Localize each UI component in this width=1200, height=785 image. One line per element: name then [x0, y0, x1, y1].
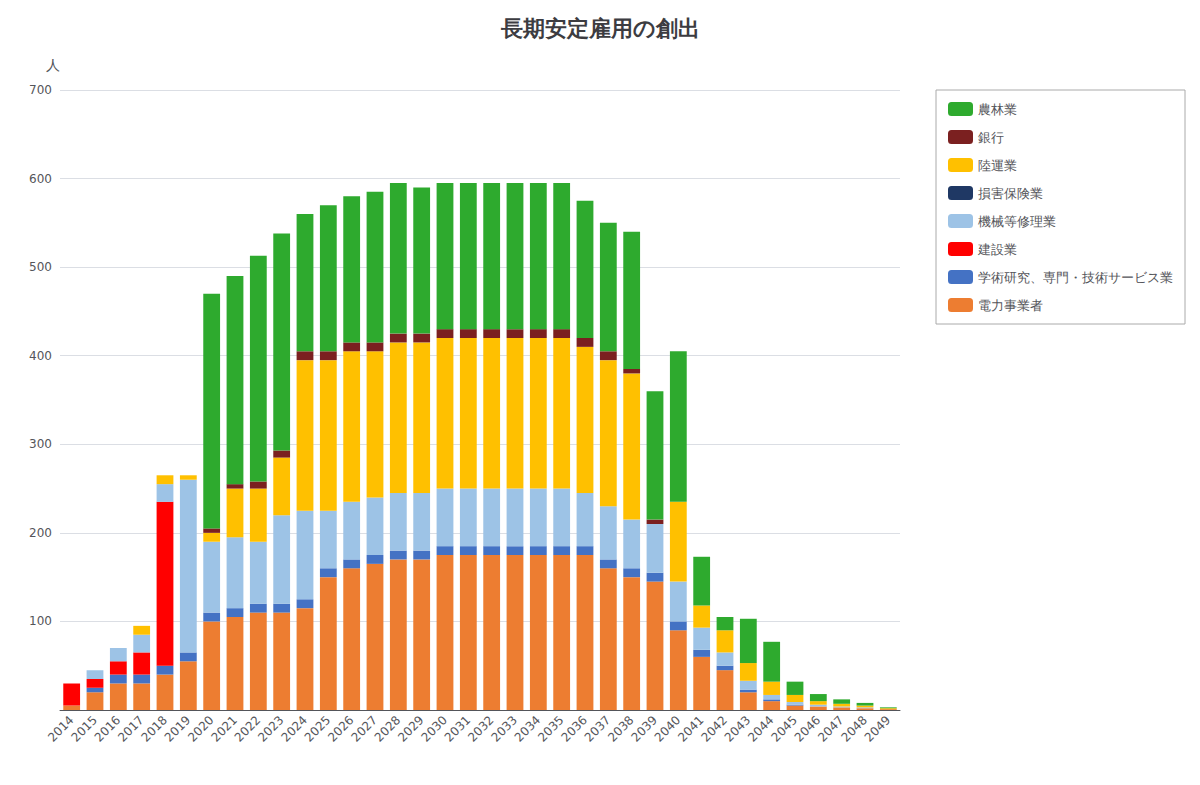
svg-text:2032: 2032: [465, 713, 496, 744]
svg-text:2017: 2017: [115, 713, 146, 744]
svg-text:2023: 2023: [255, 713, 286, 744]
svg-text:2045: 2045: [768, 713, 799, 744]
svg-text:2024: 2024: [278, 713, 309, 744]
svg-text:損害保険業: 損害保険業: [978, 186, 1043, 201]
svg-text:2036: 2036: [558, 713, 589, 744]
svg-text:2027: 2027: [348, 713, 379, 744]
svg-text:2049: 2049: [862, 713, 893, 744]
svg-text:600: 600: [29, 172, 52, 186]
svg-text:500: 500: [29, 260, 52, 274]
svg-text:2030: 2030: [418, 713, 449, 744]
svg-text:2029: 2029: [395, 713, 426, 744]
svg-text:2020: 2020: [185, 713, 216, 744]
svg-text:2046: 2046: [792, 713, 823, 744]
svg-text:2022: 2022: [232, 713, 263, 744]
svg-text:2025: 2025: [302, 713, 333, 744]
svg-text:2047: 2047: [815, 713, 846, 744]
svg-text:長期安定雇用の創出: 長期安定雇用の創出: [500, 16, 700, 41]
svg-text:建設業: 建設業: [977, 242, 1017, 257]
svg-text:2016: 2016: [92, 713, 123, 744]
svg-text:2043: 2043: [722, 713, 753, 744]
svg-text:2028: 2028: [372, 713, 403, 744]
svg-text:2026: 2026: [325, 713, 356, 744]
svg-text:700: 700: [29, 83, 52, 97]
svg-text:2041: 2041: [675, 713, 706, 744]
svg-text:2034: 2034: [512, 713, 543, 744]
svg-text:学術研究、専門・技術サービス業: 学術研究、専門・技術サービス業: [978, 270, 1173, 285]
svg-text:2035: 2035: [535, 713, 566, 744]
svg-text:電力事業者: 電力事業者: [978, 298, 1043, 313]
svg-text:200: 200: [29, 526, 52, 540]
svg-text:人: 人: [46, 57, 60, 73]
svg-text:2037: 2037: [582, 713, 613, 744]
svg-text:2044: 2044: [745, 713, 776, 744]
svg-text:2042: 2042: [698, 713, 729, 744]
svg-text:2033: 2033: [488, 713, 519, 744]
svg-text:銀行: 銀行: [978, 130, 1004, 145]
svg-text:2018: 2018: [138, 713, 169, 744]
svg-text:2038: 2038: [605, 713, 636, 744]
svg-text:2031: 2031: [442, 713, 473, 744]
svg-text:2015: 2015: [68, 713, 99, 744]
svg-text:2019: 2019: [162, 713, 193, 744]
svg-text:農林業: 農林業: [978, 102, 1017, 117]
svg-text:400: 400: [29, 349, 52, 363]
svg-text:2014: 2014: [45, 713, 76, 744]
svg-text:陸運業: 陸運業: [978, 158, 1017, 173]
svg-text:2048: 2048: [838, 713, 869, 744]
svg-text:2021: 2021: [208, 713, 239, 744]
svg-text:2040: 2040: [652, 713, 683, 744]
svg-text:機械等修理業: 機械等修理業: [978, 214, 1056, 229]
svg-text:100: 100: [29, 614, 52, 628]
svg-text:300: 300: [29, 437, 52, 451]
svg-text:2039: 2039: [628, 713, 659, 744]
